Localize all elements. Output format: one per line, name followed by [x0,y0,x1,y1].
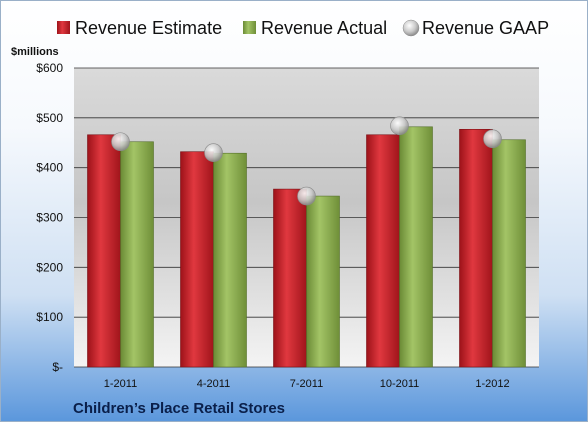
bar-revenue-actual [120,141,154,368]
bar-revenue-estimate [366,134,400,368]
legend-label: Revenue Estimate [75,18,222,38]
legend-item: Revenue Actual [243,18,387,38]
y-tick-label: $100 [36,310,63,324]
x-tick-label: 1-2011 [104,378,137,390]
legend-label: Revenue Actual [261,18,387,38]
y-unit-label: $millions [11,46,59,58]
y-tick-label: $- [52,360,63,374]
legend-swatch-estimate [57,21,70,34]
marker-revenue-gaap [390,116,409,136]
y-tick-label: $500 [36,111,63,125]
legend-label: Revenue GAAP [422,18,549,38]
bar-revenue-actual [492,139,526,368]
bar-revenue-actual [306,195,340,368]
legend-item: Revenue Estimate [57,18,222,38]
bar-revenue-estimate [180,151,214,368]
legend-item: Revenue GAAP [402,18,549,38]
legend-swatch-actual [243,21,256,34]
bar-revenue-estimate [87,134,121,368]
bar-revenue-actual [399,126,433,368]
bar-revenue-estimate [273,188,307,368]
y-tick-label: $200 [36,260,63,274]
bar-revenue-actual [213,152,247,368]
bar-revenue-estimate [459,128,493,368]
x-tick-label: 1-2012 [475,378,509,390]
x-tick-label: 7-2011 [290,378,323,390]
y-tick-label: $400 [36,161,63,175]
chart-caption: Children’s Place Retail Stores [73,400,285,417]
marker-revenue-gaap [111,132,130,152]
marker-revenue-gaap [204,143,223,163]
marker-revenue-gaap [483,129,502,149]
legend-swatch-gaap [402,19,420,37]
y-tick-label: $600 [36,61,63,75]
y-tick-label: $300 [36,211,63,225]
x-tick-label: 10-2011 [380,378,420,390]
x-tick-label: 4-2011 [197,378,230,390]
marker-revenue-gaap [297,186,316,206]
